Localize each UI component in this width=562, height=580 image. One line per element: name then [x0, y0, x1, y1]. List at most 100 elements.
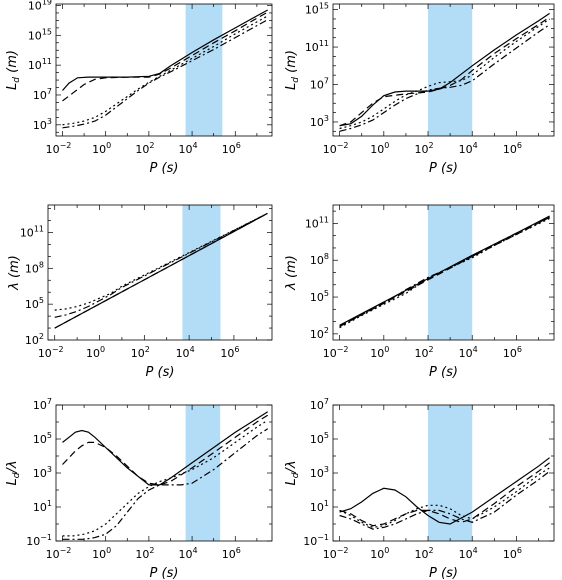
x-tick-label: 102 — [414, 141, 433, 156]
y-tick-label: 108 — [310, 252, 329, 267]
y-axis-label: Ld (m) — [5, 50, 22, 90]
x-axis-label: P (s) — [146, 365, 175, 380]
series-line-dotted — [62, 15, 268, 126]
series-line-dotted — [54, 212, 268, 311]
y-tick-label: 102 — [25, 332, 44, 347]
y-tick-label: 1019 — [28, 0, 52, 12]
x-tick-label: 100 — [92, 546, 111, 561]
panel-bottom-left: 10−2 100 102 104 106 10−1 101 103 105 107 P (s) Ld/… — [5, 397, 273, 580]
panel-top-left: 10−2 100 102 104 106 103 107 1011 1015 1019 P (s) L… — [5, 0, 273, 176]
highlight-band — [428, 205, 473, 340]
series-line-dashdot — [54, 212, 268, 318]
x-tick-label: 102 — [414, 345, 433, 360]
x-tick-label: 106 — [503, 141, 522, 156]
plot-frame — [55, 3, 273, 137]
series-line-dotted — [62, 419, 269, 537]
y-tick-label: 1011 — [20, 224, 44, 239]
series-line-dotted — [339, 18, 550, 130]
y-axis-label: Ld/λ — [5, 460, 22, 485]
x-tick-label: 104 — [459, 345, 478, 360]
panel-bottom-right: 10−2 100 102 104 106 10−1 101 103 105 107 P (s) Ld/… — [284, 397, 555, 580]
panel-top-right: 10−2 100 102 104 106 103 107 1011 1015 P (s) Ld (m… — [284, 2, 555, 176]
y-tick-label: 103 — [33, 117, 52, 132]
y-tick-label: 107 — [33, 87, 52, 102]
x-tick-label: 100 — [370, 141, 389, 156]
y-tick-label: 1011 — [28, 57, 52, 72]
x-tick-label: 10−2 — [323, 546, 349, 561]
x-tick-label: 100 — [92, 141, 111, 156]
y-tick-label: 103 — [33, 465, 52, 480]
series-line-dashdot — [339, 470, 550, 530]
x-tick-label: 106 — [220, 345, 239, 360]
y-tick-label: 1011 — [305, 215, 329, 230]
x-axis-label: P (s) — [150, 566, 179, 580]
y-tick-label: 105 — [25, 296, 44, 311]
series-line-dashed — [54, 212, 268, 329]
y-axis-label: λ (m) — [7, 255, 22, 291]
x-tick-label: 106 — [222, 546, 241, 561]
y-tick-label: 107 — [33, 397, 52, 412]
y-tick-label: 105 — [33, 431, 52, 446]
y-tick-label: 10−1 — [303, 533, 329, 548]
panel-mid-left: 10−2 100 102 104 106 102 105 108 1011 P (s) λ (m) — [7, 204, 273, 380]
x-tick-label: 104 — [179, 546, 198, 561]
y-tick-label: 10−1 — [26, 533, 52, 548]
x-tick-label: 100 — [370, 546, 389, 561]
series-line-solid — [62, 9, 268, 91]
y-tick-label: 101 — [310, 499, 329, 514]
x-tick-label: 10−2 — [323, 141, 349, 156]
x-tick-label: 106 — [503, 546, 522, 561]
y-tick-label: 1015 — [28, 27, 52, 42]
plot-frame — [55, 404, 273, 542]
x-axis-label: P (s) — [429, 566, 458, 580]
x-tick-label: 10−2 — [323, 345, 349, 360]
y-axis-label: Ld (m) — [284, 50, 301, 90]
x-tick-label: 10−2 — [46, 546, 72, 561]
series-line-solid — [62, 411, 269, 486]
x-tick-label: 104 — [459, 141, 478, 156]
y-tick-label: 107 — [310, 77, 329, 92]
x-tick-label: 102 — [135, 141, 154, 156]
plot-frame — [332, 3, 555, 137]
x-tick-label: 102 — [135, 546, 154, 561]
series-line-solid — [339, 12, 550, 127]
highlight-band — [185, 405, 221, 541]
x-tick-label: 102 — [131, 345, 150, 360]
highlight-band — [182, 205, 221, 340]
y-axis-label: λ (m) — [284, 255, 299, 291]
y-tick-label: 1011 — [305, 39, 329, 54]
y-tick-label: 102 — [310, 326, 329, 341]
x-tick-label: 100 — [370, 345, 389, 360]
y-tick-label: 101 — [33, 499, 52, 514]
y-tick-label: 105 — [310, 431, 329, 446]
highlight-band — [185, 4, 223, 136]
series-line-dashed — [339, 16, 550, 127]
y-tick-label: 107 — [310, 397, 329, 412]
y-tick-label: 1015 — [305, 2, 329, 17]
x-tick-label: 100 — [86, 345, 105, 360]
y-axis-label: Ld/λ — [284, 460, 301, 485]
x-tick-label: 102 — [414, 546, 433, 561]
y-tick-label: 103 — [310, 114, 329, 129]
series-line-solid — [339, 457, 550, 525]
x-tick-label: 104 — [176, 345, 195, 360]
plot-frame — [47, 204, 273, 341]
x-tick-label: 104 — [459, 546, 478, 561]
x-tick-label: 106 — [222, 141, 241, 156]
x-tick-label: 106 — [503, 345, 522, 360]
series-line-dashed — [62, 11, 268, 102]
series-line-dashdot — [62, 428, 269, 540]
x-axis-label: P (s) — [150, 161, 179, 176]
series-line-dashdot — [62, 19, 268, 129]
y-tick-label: 108 — [25, 260, 44, 275]
x-axis-label: P (s) — [429, 365, 458, 380]
series-line-dashdot — [339, 24, 550, 132]
y-tick-label: 103 — [310, 465, 329, 480]
x-tick-label: 104 — [179, 141, 198, 156]
highlight-band — [428, 4, 473, 136]
x-axis-label: P (s) — [429, 161, 458, 176]
y-tick-label: 105 — [310, 289, 329, 304]
highlight-band — [428, 405, 473, 541]
panel-mid-right: 10−2 100 102 104 106 102 105 108 1011 P (s) λ (m) — [284, 204, 555, 380]
